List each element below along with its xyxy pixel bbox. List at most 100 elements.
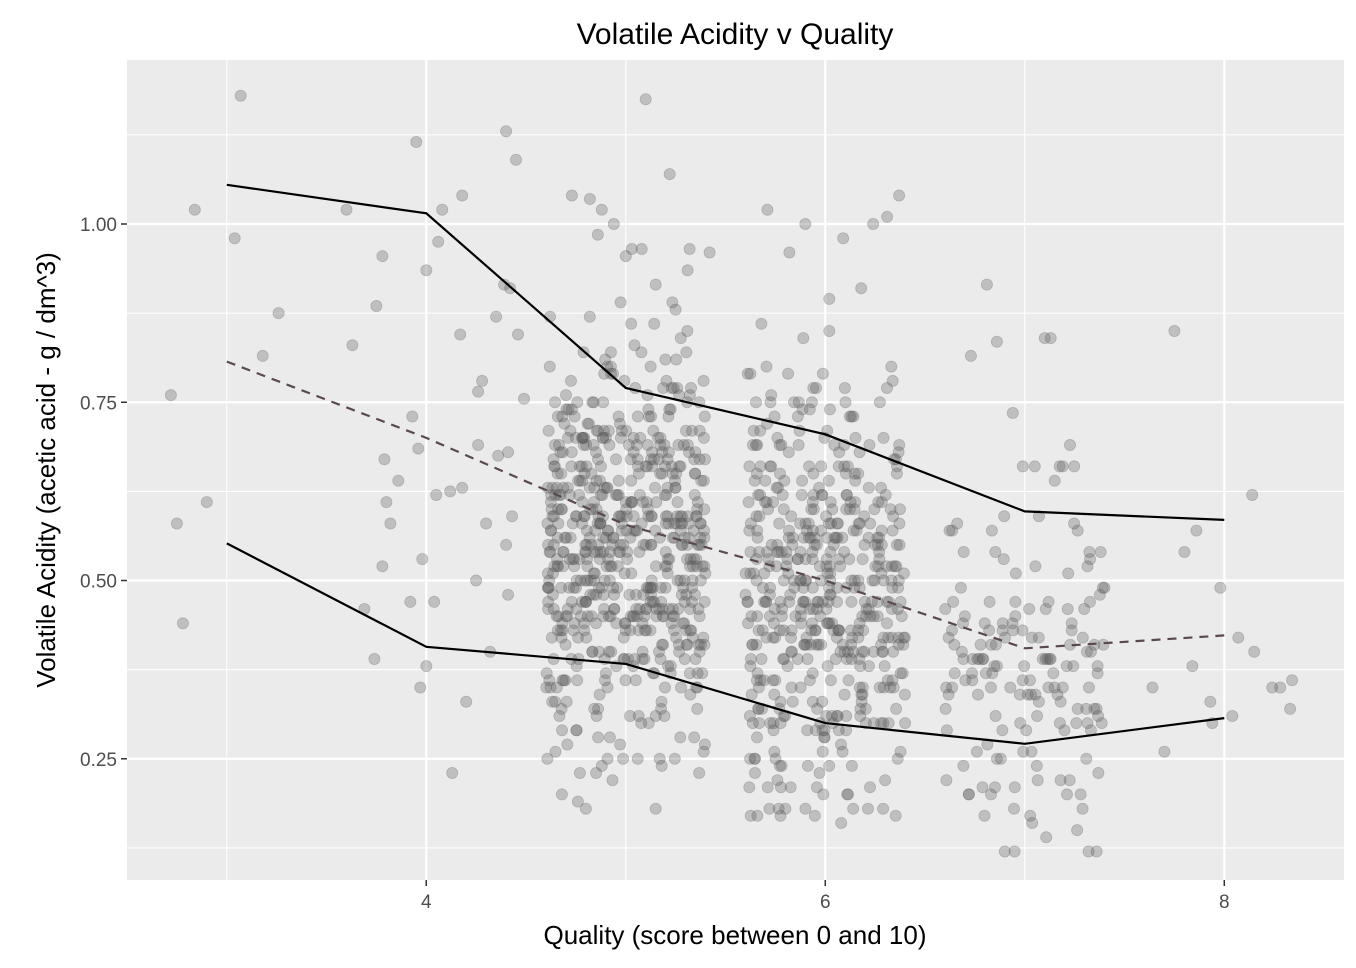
data-point xyxy=(614,738,627,751)
data-point xyxy=(840,488,853,501)
data-point xyxy=(571,674,584,687)
data-point xyxy=(964,349,977,362)
data-point xyxy=(587,567,600,580)
data-point xyxy=(826,710,839,723)
data-point xyxy=(986,667,999,680)
data-point xyxy=(649,278,662,291)
data-point xyxy=(640,581,653,594)
data-point xyxy=(886,631,899,644)
data-point xyxy=(654,438,667,451)
data-point xyxy=(836,531,849,544)
data-point xyxy=(1168,324,1181,337)
data-point xyxy=(234,89,247,102)
data-point xyxy=(751,809,764,822)
data-point xyxy=(1024,809,1037,822)
data-point xyxy=(1081,560,1094,573)
data-point xyxy=(821,617,834,630)
data-point xyxy=(576,496,589,509)
data-point xyxy=(548,460,561,473)
data-point xyxy=(256,349,269,362)
data-point xyxy=(660,510,673,523)
data-point xyxy=(677,581,690,594)
data-point xyxy=(606,774,619,787)
data-point xyxy=(838,381,851,394)
data-point xyxy=(699,453,712,466)
data-point xyxy=(794,603,807,616)
data-point xyxy=(556,410,569,423)
data-point xyxy=(864,781,877,794)
data-point xyxy=(579,595,592,608)
data-point xyxy=(862,481,875,494)
y-tick-label: 0.50 xyxy=(80,572,117,593)
data-point xyxy=(646,446,659,459)
data-point xyxy=(1040,831,1053,844)
data-point xyxy=(696,667,709,680)
data-point xyxy=(698,410,711,423)
data-point xyxy=(820,710,833,723)
data-point xyxy=(665,381,678,394)
data-point xyxy=(806,695,819,708)
data-point xyxy=(480,517,493,530)
data-point xyxy=(1042,681,1055,694)
data-point xyxy=(820,553,833,566)
data-point xyxy=(853,617,866,630)
data-point xyxy=(346,339,359,352)
data-point xyxy=(579,538,592,551)
data-point xyxy=(683,242,696,255)
data-point xyxy=(856,610,869,623)
data-point xyxy=(541,752,554,765)
data-point xyxy=(659,517,672,530)
data-point xyxy=(581,417,594,430)
data-point xyxy=(626,496,639,509)
data-point xyxy=(662,446,675,459)
data-point xyxy=(998,510,1011,523)
data-point xyxy=(775,438,788,451)
data-point xyxy=(677,617,690,630)
data-point xyxy=(867,217,880,230)
data-point xyxy=(573,767,586,780)
data-point xyxy=(885,360,898,373)
data-point xyxy=(806,581,819,594)
data-point xyxy=(688,453,701,466)
data-point xyxy=(631,610,644,623)
data-point xyxy=(1064,438,1077,451)
data-point xyxy=(845,759,858,772)
data-point xyxy=(759,474,772,487)
data-point xyxy=(662,410,675,423)
data-point xyxy=(444,485,457,498)
data-point xyxy=(783,524,796,537)
data-point xyxy=(743,460,756,473)
data-point xyxy=(607,367,620,380)
data-point xyxy=(697,474,710,487)
data-point xyxy=(1065,617,1078,630)
data-point xyxy=(796,403,809,416)
data-point xyxy=(555,788,568,801)
data-point xyxy=(974,638,987,651)
data-point xyxy=(816,488,829,501)
data-point xyxy=(602,610,615,623)
data-point xyxy=(799,595,812,608)
data-point xyxy=(690,510,703,523)
data-point xyxy=(570,510,583,523)
data-point xyxy=(693,645,706,658)
data-point xyxy=(751,667,764,680)
data-point xyxy=(595,203,608,216)
data-point xyxy=(810,781,823,794)
data-point xyxy=(816,595,829,608)
data-point xyxy=(542,603,555,616)
data-point xyxy=(838,688,851,701)
data-point xyxy=(645,581,658,594)
data-point xyxy=(764,717,777,730)
data-point xyxy=(875,538,888,551)
data-point xyxy=(540,681,553,694)
data-point xyxy=(939,702,952,715)
data-point xyxy=(875,638,888,651)
data-point xyxy=(580,438,593,451)
data-point xyxy=(1063,774,1076,787)
data-point xyxy=(664,660,677,673)
data-point xyxy=(569,431,582,444)
data-point xyxy=(678,617,691,630)
data-point xyxy=(806,496,819,509)
data-point xyxy=(990,752,1003,765)
data-point xyxy=(593,553,606,566)
